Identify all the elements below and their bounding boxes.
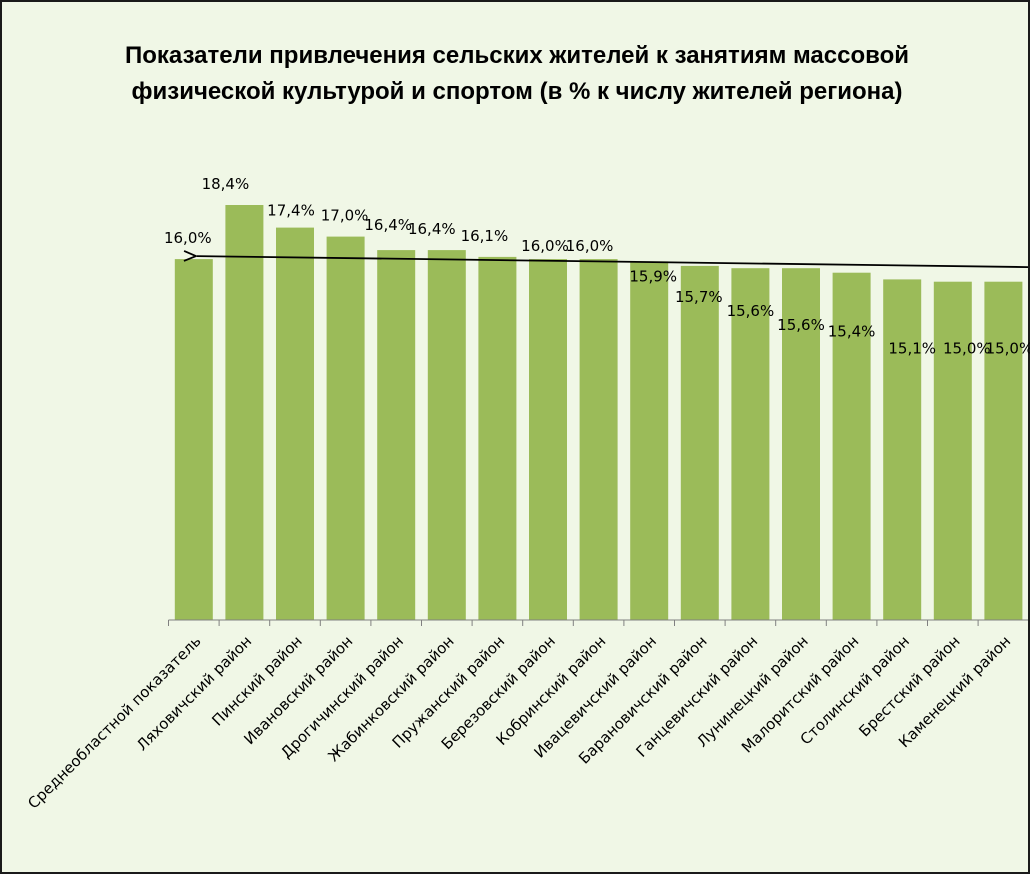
data-label: 15,7%	[675, 288, 723, 306]
trend-arrow-group	[197, 256, 1029, 268]
data-label: 15,0%	[986, 340, 1030, 358]
chart-title-line-2: физической культурой и спортом (в % к чи…	[131, 78, 903, 105]
bar	[427, 250, 466, 620]
bar	[377, 250, 416, 620]
bar	[579, 259, 618, 620]
data-label: 15,4%	[828, 323, 876, 341]
data-label: 15,9%	[629, 267, 677, 285]
x-axis	[168, 619, 1028, 626]
data-label: 16,4%	[364, 216, 412, 234]
bar	[782, 268, 820, 620]
bar	[731, 268, 770, 620]
bar	[478, 256, 517, 620]
bar	[680, 265, 719, 620]
data-label: 15,0%	[943, 340, 991, 358]
data-label: 17,4%	[267, 202, 315, 220]
data-label: 16,0%	[521, 237, 569, 255]
data-label: 15,6%	[727, 302, 775, 320]
bar	[630, 261, 669, 620]
data-label: 16,1%	[461, 227, 509, 245]
bar	[529, 259, 567, 620]
data-label: 15,6%	[777, 316, 825, 334]
data-label: 17,0%	[321, 207, 369, 225]
data-label: 15,1%	[888, 339, 936, 357]
data-label: 18,4%	[202, 175, 250, 193]
x-tick-label: Пинский район	[208, 632, 305, 729]
chart-title-line-1: Показатели привлечения сельских жителей …	[125, 42, 909, 69]
data-label: 16,0%	[164, 229, 212, 247]
trend-arrow	[197, 256, 1029, 268]
bars-group	[174, 205, 1023, 620]
bar	[984, 281, 1023, 620]
bar	[883, 279, 922, 620]
bar	[933, 281, 972, 620]
bar	[225, 205, 264, 620]
bar	[326, 236, 365, 620]
data-label: 16,4%	[408, 220, 456, 238]
bar	[832, 272, 871, 620]
bar	[276, 227, 314, 620]
data-labels-group: 16,0%18,4%17,4% 17,0%16,4%16,4% 16,1%16,0%…	[164, 175, 1030, 358]
bar	[174, 259, 213, 620]
chart-title: Показатели привлечения сельских жителей …	[42, 38, 992, 110]
data-label: 16,0%	[566, 237, 614, 255]
